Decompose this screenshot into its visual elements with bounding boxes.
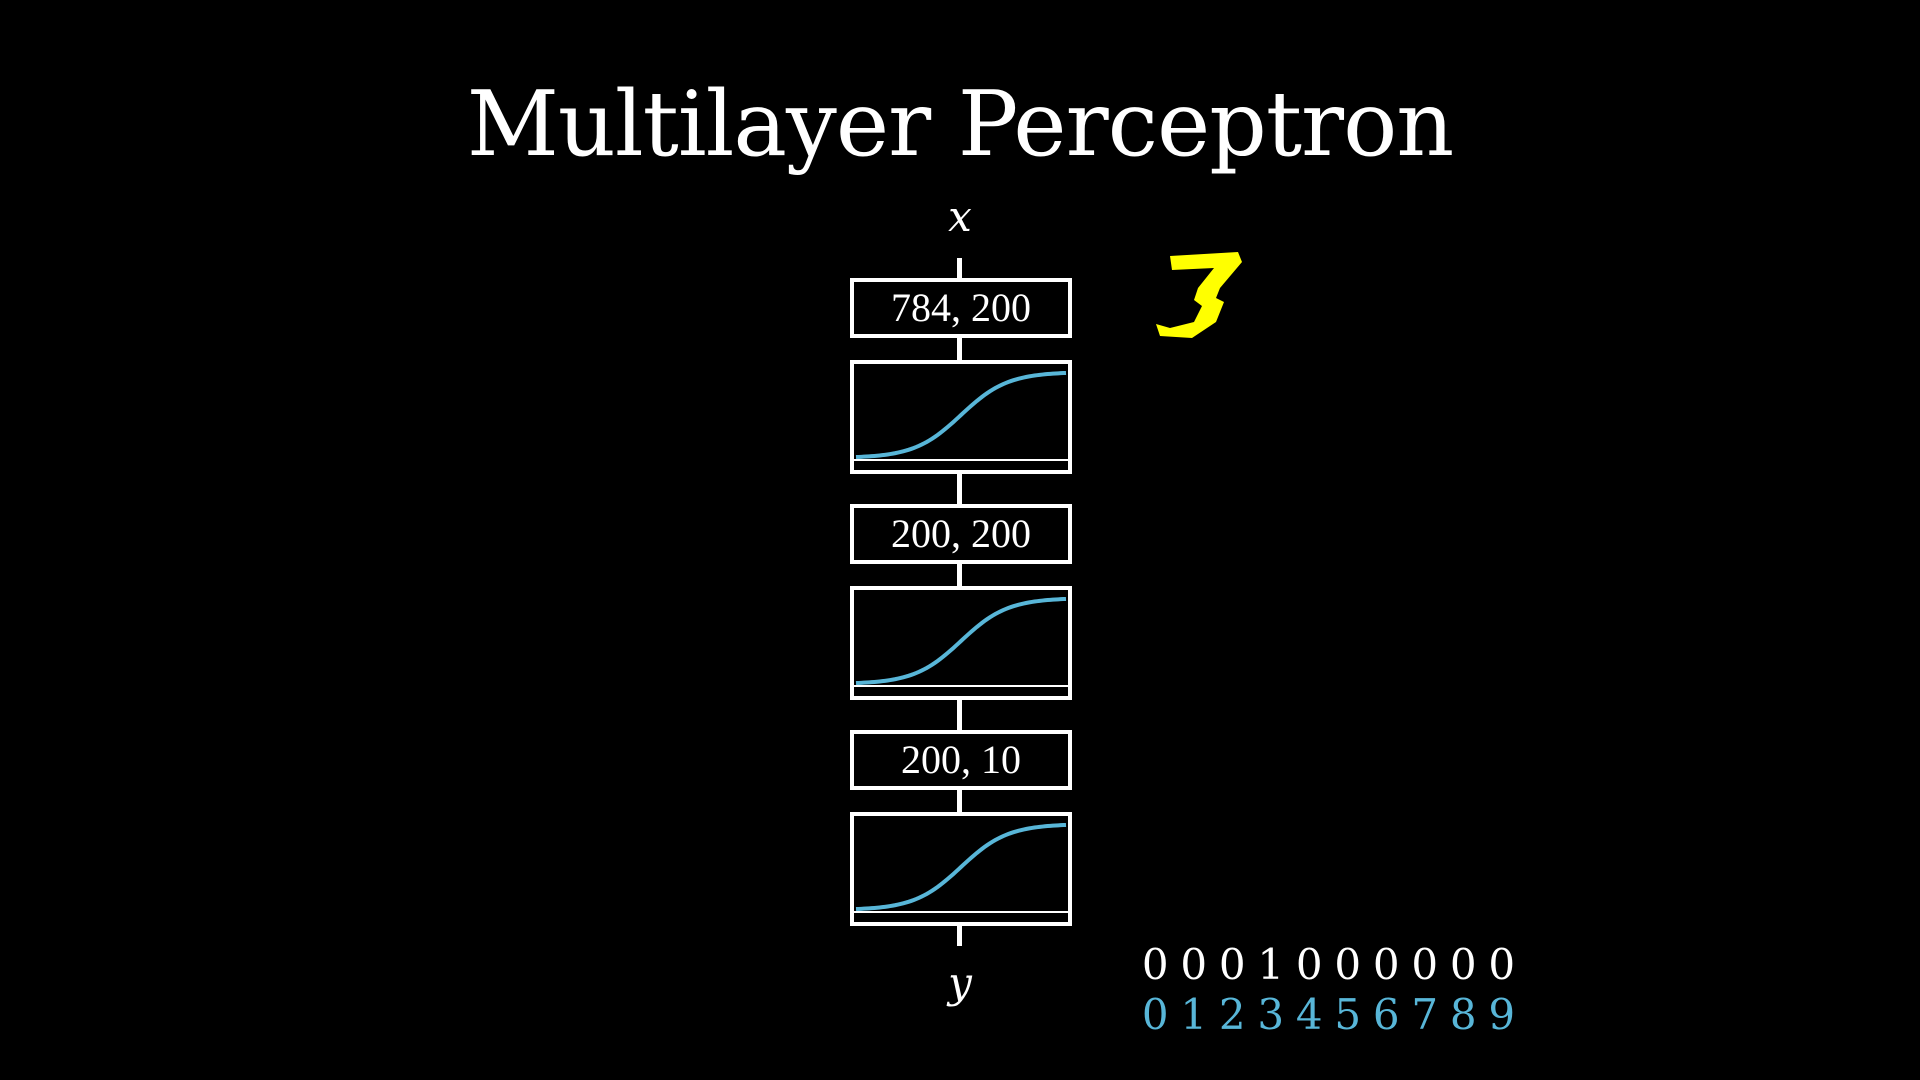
activation-layer-3 bbox=[850, 812, 1072, 926]
class-label: 8 bbox=[1449, 990, 1477, 1039]
sigmoid-curve-3 bbox=[854, 822, 1068, 913]
input-label: x bbox=[948, 192, 972, 241]
linear-layer-3-label: 200, 10 bbox=[901, 737, 1021, 782]
class-labels: 0 1 2 3 4 5 6 7 8 9 bbox=[1136, 990, 1521, 1040]
output-value: 0 bbox=[1295, 940, 1323, 989]
class-label: 0 bbox=[1141, 990, 1169, 1039]
output-value: 1 bbox=[1257, 940, 1285, 989]
output-value: 0 bbox=[1411, 940, 1439, 989]
connector-4 bbox=[957, 700, 962, 732]
connector-5 bbox=[957, 788, 962, 814]
connector-2 bbox=[957, 474, 962, 506]
linear-layer-2: 200, 200 bbox=[850, 504, 1072, 564]
linear-layer-2-label: 200, 200 bbox=[891, 511, 1031, 556]
output-value: 0 bbox=[1218, 940, 1246, 989]
class-label: 6 bbox=[1372, 990, 1400, 1039]
connector-output bbox=[957, 926, 962, 946]
output-value: 0 bbox=[1372, 940, 1400, 989]
output-value: 0 bbox=[1334, 940, 1362, 989]
connector-3 bbox=[957, 562, 962, 588]
handwritten-digit-three bbox=[1156, 252, 1242, 338]
class-label: 7 bbox=[1411, 990, 1439, 1039]
class-label: 5 bbox=[1334, 990, 1362, 1039]
linear-layer-3: 200, 10 bbox=[850, 730, 1072, 790]
class-label: 3 bbox=[1257, 990, 1285, 1039]
activation-layer-1 bbox=[850, 360, 1072, 474]
connector-1 bbox=[957, 338, 962, 362]
output-value: 0 bbox=[1141, 940, 1169, 989]
sigmoid-curve-2 bbox=[854, 596, 1068, 687]
class-label: 1 bbox=[1180, 990, 1208, 1039]
output-value: 0 bbox=[1180, 940, 1208, 989]
activation-layer-2 bbox=[850, 586, 1072, 700]
class-label: 4 bbox=[1295, 990, 1323, 1039]
output-vector: 0 0 0 1 0 0 0 0 0 0 bbox=[1136, 940, 1521, 990]
page-title: Multilayer Perceptron bbox=[466, 72, 1454, 177]
output-label: y bbox=[948, 958, 972, 1007]
output-value: 0 bbox=[1488, 940, 1516, 989]
class-label: 2 bbox=[1218, 990, 1246, 1039]
sigmoid-curve-1 bbox=[854, 370, 1068, 461]
connector-input bbox=[957, 258, 962, 282]
output-value: 0 bbox=[1449, 940, 1477, 989]
class-label: 9 bbox=[1488, 990, 1516, 1039]
linear-layer-1-label: 784, 200 bbox=[891, 285, 1031, 330]
linear-layer-1: 784, 200 bbox=[850, 278, 1072, 338]
